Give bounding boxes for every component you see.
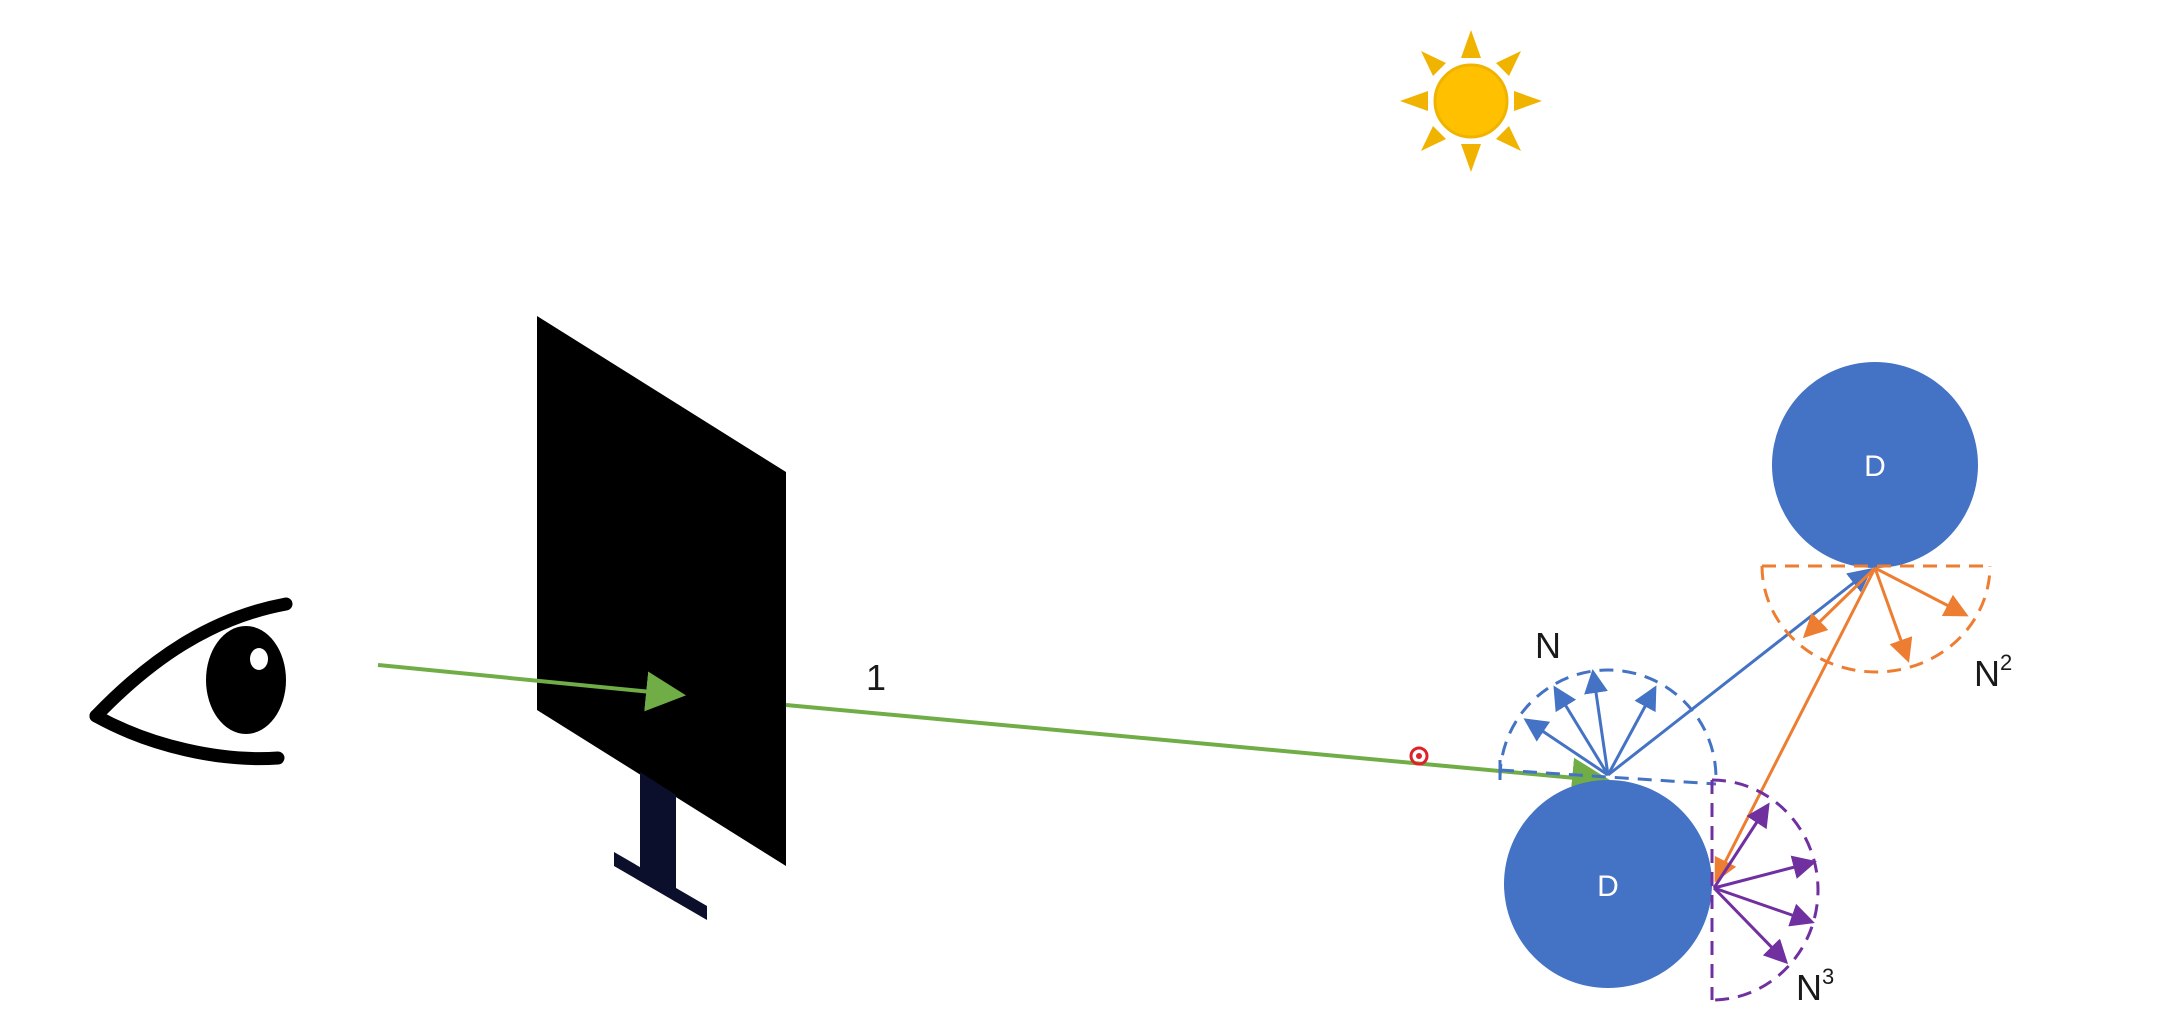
sample-ray [1874, 566, 1969, 617]
sample-ray [1553, 685, 1610, 776]
hemisphere-second-sup: 2 [2000, 650, 2012, 675]
sample-ray [1523, 718, 1609, 777]
sphere-upper-label: D [1864, 450, 1886, 483]
eye-icon [89, 597, 293, 766]
sample-ray [1873, 567, 1913, 663]
sample-ray [1713, 855, 1817, 890]
screen-icon [537, 316, 786, 920]
hemisphere-third-letter: N [1796, 967, 1822, 1008]
bounce-ray-to-lower-sphere [1714, 567, 1877, 883]
hemisphere-third-sup: 3 [1822, 964, 1834, 989]
sphere-upper: D [1772, 362, 1978, 568]
hemisphere-third: N3 [1710, 778, 1834, 1008]
hemisphere-second-label: N2 [1974, 650, 2012, 694]
hemisphere-second-letter: N [1974, 653, 2000, 694]
sun-icon [1400, 30, 1542, 172]
eye-to-screen-ray [377, 663, 686, 712]
primary-ray: 1 [377, 657, 1612, 798]
hemisphere-second: N2 [1714, 564, 2012, 883]
sphere-lower: D [1504, 780, 1712, 988]
hemisphere-third-label: N3 [1796, 964, 1834, 1008]
sample-ray [1712, 886, 1789, 965]
sample-ray [1713, 886, 1815, 927]
hemisphere-first: N [1498, 568, 1873, 786]
bounce-ray-to-upper-sphere [1607, 568, 1873, 777]
hemisphere-first-label: N [1535, 625, 1561, 666]
sphere-lower-label: D [1597, 870, 1619, 903]
sample-ray [1802, 566, 1877, 639]
cursor-icon [1409, 746, 1429, 766]
screen-to-sphere-ray [785, 703, 1612, 798]
sample-ray [1584, 669, 1610, 776]
sample-ray [1712, 802, 1770, 889]
ray-label: 1 [866, 657, 886, 698]
sample-ray [1606, 685, 1657, 776]
